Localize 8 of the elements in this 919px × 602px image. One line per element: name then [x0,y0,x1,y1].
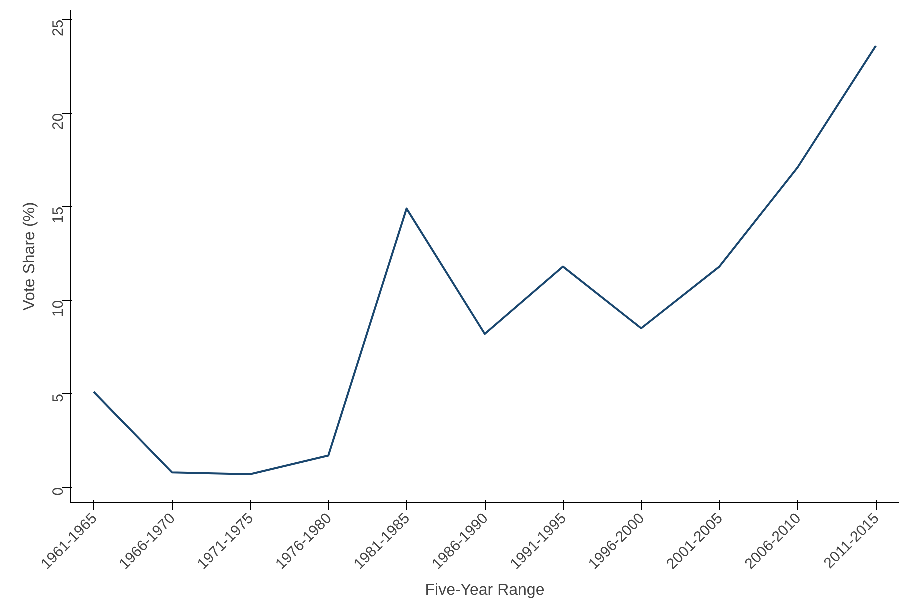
y-tick-label: 0 [50,488,67,496]
y-axis-title: Vote Share (%) [22,202,38,311]
y-tick-label: 20 [50,113,67,130]
y-tick-label: 15 [50,206,67,224]
y-tick-label: 5 [50,394,67,402]
y-tick-label: 10 [50,300,67,318]
y-tick-label: 25 [50,20,67,37]
x-axis-title: Five-Year Range [425,582,545,599]
